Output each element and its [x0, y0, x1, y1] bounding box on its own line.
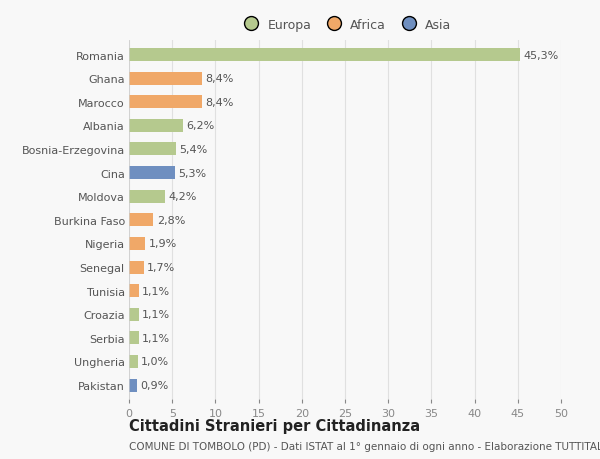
Text: 2,8%: 2,8% [157, 215, 185, 225]
Bar [129, 49, 520, 62]
Text: 6,2%: 6,2% [186, 121, 214, 131]
Bar [129, 237, 145, 250]
Text: 5,4%: 5,4% [179, 145, 208, 155]
Text: 4,2%: 4,2% [169, 192, 197, 202]
Bar [129, 96, 202, 109]
Bar [129, 355, 137, 368]
Text: 1,1%: 1,1% [142, 286, 170, 296]
Text: 1,7%: 1,7% [147, 263, 175, 273]
Bar [129, 190, 165, 203]
Text: COMUNE DI TOMBOLO (PD) - Dati ISTAT al 1° gennaio di ogni anno - Elaborazione TU: COMUNE DI TOMBOLO (PD) - Dati ISTAT al 1… [129, 441, 600, 451]
Bar [129, 167, 175, 179]
Text: 1,9%: 1,9% [149, 239, 177, 249]
Text: 8,4%: 8,4% [205, 98, 233, 107]
Text: Cittadini Stranieri per Cittadinanza: Cittadini Stranieri per Cittadinanza [129, 418, 420, 433]
Bar [129, 214, 153, 227]
Bar [129, 285, 139, 297]
Text: 1,0%: 1,0% [141, 357, 169, 367]
Text: 8,4%: 8,4% [205, 74, 233, 84]
Text: 1,1%: 1,1% [142, 333, 170, 343]
Bar [129, 261, 143, 274]
Bar [129, 143, 176, 156]
Text: 45,3%: 45,3% [524, 50, 559, 61]
Bar [129, 73, 202, 85]
Bar [129, 120, 182, 133]
Bar [129, 379, 137, 392]
Legend: Europa, Africa, Asia: Europa, Africa, Asia [239, 18, 451, 32]
Text: 5,3%: 5,3% [178, 168, 206, 178]
Bar [129, 308, 139, 321]
Text: 0,9%: 0,9% [140, 380, 169, 390]
Text: 1,1%: 1,1% [142, 309, 170, 319]
Bar [129, 331, 139, 345]
